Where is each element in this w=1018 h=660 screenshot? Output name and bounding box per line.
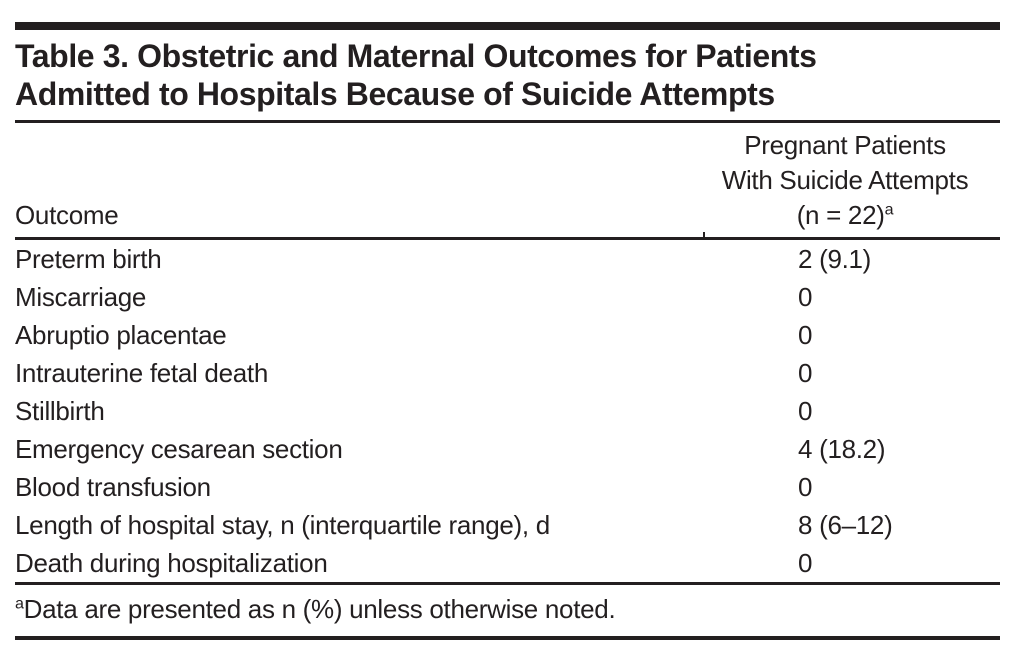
outcome-cell: Abruptio placentae bbox=[15, 319, 227, 350]
outcome-cell: Length of hospital stay, n (interquartil… bbox=[15, 509, 550, 540]
value-cell: 0 bbox=[798, 357, 813, 388]
footnote-marker: a bbox=[15, 594, 24, 613]
table-row: Blood transfusion 0 bbox=[15, 468, 1000, 506]
table-body: Preterm birth 2 (9.1) Miscarriage 0 Abru… bbox=[15, 240, 1000, 582]
table-title: Table 3. Obstetric and Maternal Outcomes… bbox=[15, 37, 1000, 113]
value-cell: 4 (18.2) bbox=[798, 433, 886, 464]
title-bottom-rule bbox=[15, 120, 1000, 123]
table-row: Miscarriage 0 bbox=[15, 278, 1000, 316]
outcome-cell: Stillbirth bbox=[15, 395, 105, 426]
outcome-cell: Preterm birth bbox=[15, 243, 162, 274]
table-header-row: Outcome Pregnant Patients With Suicide A… bbox=[15, 123, 1000, 237]
table-row: Abruptio placentae 0 bbox=[15, 316, 1000, 354]
column-header-outcome: Outcome bbox=[15, 200, 119, 230]
value-cell: 0 bbox=[798, 547, 813, 578]
bottom-rule bbox=[15, 636, 1000, 640]
column-header-value-line1: Pregnant Patients bbox=[744, 130, 946, 160]
table-row: Intrauterine fetal death 0 bbox=[15, 354, 1000, 392]
table-title-line1: Table 3. Obstetric and Maternal Outcomes… bbox=[15, 38, 817, 74]
footnote: aData are presented as n (%) unless othe… bbox=[15, 585, 1000, 636]
outcome-cell: Death during hospitalization bbox=[15, 547, 328, 578]
outcome-cell: Emergency cesarean section bbox=[15, 433, 343, 464]
table-row: Length of hospital stay, n (interquartil… bbox=[15, 506, 1000, 544]
table-title-line2: Admitted to Hospitals Because of Suicide… bbox=[15, 76, 775, 112]
top-rule bbox=[15, 22, 1000, 30]
column-divider-tick bbox=[703, 232, 705, 237]
value-cell: 2 (9.1) bbox=[798, 243, 872, 274]
table-row: Preterm birth 2 (9.1) bbox=[15, 240, 1000, 278]
table-row: Stillbirth 0 bbox=[15, 392, 1000, 430]
header-bottom-rule bbox=[15, 232, 1000, 240]
footnote-text: Data are presented as n (%) unless other… bbox=[23, 594, 616, 624]
table-row: Emergency cesarean section 4 (18.2) bbox=[15, 430, 1000, 468]
outcome-cell: Miscarriage bbox=[15, 281, 147, 312]
footnote-top-rule bbox=[15, 582, 1000, 585]
column-header-value-line3: (n = 22) bbox=[796, 200, 885, 230]
column-header-value: Pregnant Patients With Suicide Attempts … bbox=[690, 128, 1000, 233]
value-cell: 0 bbox=[798, 281, 813, 312]
value-cell: 0 bbox=[798, 319, 813, 350]
header-footnote-marker: a bbox=[884, 200, 894, 219]
value-cell: 8 (6–12) bbox=[798, 509, 893, 540]
outcome-cell: Intrauterine fetal death bbox=[15, 357, 268, 388]
value-cell: 0 bbox=[798, 395, 813, 426]
outcome-cell: Blood transfusion bbox=[15, 471, 211, 502]
column-header-value-line2: With Suicide Attempts bbox=[721, 165, 969, 195]
value-cell: 0 bbox=[798, 471, 813, 502]
table-row: Death during hospitalization 0 bbox=[15, 544, 1000, 582]
